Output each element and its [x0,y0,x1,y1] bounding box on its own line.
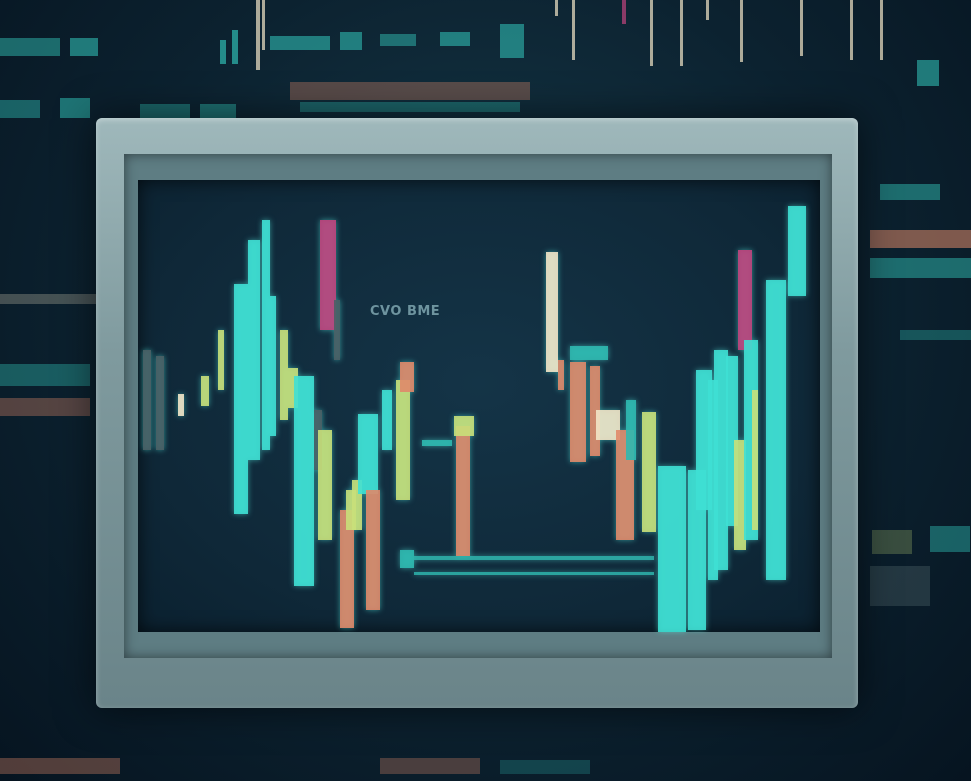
screen-bar [558,360,564,390]
screen-bar [358,414,378,494]
background-block [0,364,90,386]
background-tick [622,0,626,24]
screen-bar [400,550,414,568]
monitor-screen: CVO BME [138,180,820,632]
screen-bar [400,362,414,392]
background-tick [800,0,803,56]
background-tick [232,30,238,64]
background-block [340,32,362,50]
background-block [870,258,971,278]
monitor: CVO BME [96,118,858,708]
screen-bar [642,412,656,532]
background-block [140,104,190,118]
background-block [930,526,970,552]
screen-bar [570,346,608,360]
screen-bar [734,440,746,550]
background-tick [740,0,743,62]
screen-bar [294,376,314,586]
screen-chart-svg [143,206,806,632]
screen-bar [590,366,600,456]
background-block [0,294,100,304]
screen-bar [766,280,786,580]
screen-bar [396,380,410,500]
background-block [870,230,971,248]
background-block [500,760,590,774]
screen-bar [382,390,392,450]
screen-bar [456,426,470,556]
screen-bar [288,368,298,408]
background-block [290,82,530,100]
screen-bar [454,416,474,436]
background-block [0,398,90,416]
background-block [0,38,60,56]
monitor-bezel: CVO BME [124,154,832,658]
screen-bar [788,206,806,296]
background-block [60,98,90,118]
background-tick [256,0,260,70]
background-tick [850,0,853,60]
background-block [70,38,98,56]
background-block [0,758,120,774]
background-block [380,758,480,774]
screen-label: CVO BME [370,304,441,319]
screen-bar [178,394,184,416]
screen-bar [320,220,336,330]
screen-bar [708,380,718,580]
screen-bar [143,350,151,450]
screen-bars [143,206,806,632]
screen-bar [201,376,209,406]
screen-line [414,572,654,575]
background-block [0,100,40,118]
screen-bar [658,466,686,632]
background-tick [706,0,709,20]
screen-bar [626,400,636,460]
background-block [880,184,940,200]
screen-bar [346,490,356,530]
background-tick [880,0,883,60]
background-tick [220,40,226,64]
screen-bar [546,252,558,372]
background-tick [572,0,575,60]
screen-bar [234,284,248,514]
background-block [440,32,470,46]
screen-bar [752,390,758,530]
screen-bar [714,350,728,570]
background-block [270,36,330,50]
screen-bar [280,330,288,420]
screen-bar [738,250,752,350]
screen-bar [248,240,260,460]
background-tick [555,0,558,16]
screen-bar [262,220,270,450]
background-block [870,566,930,606]
background-tick [680,0,683,66]
screen-bar [570,362,586,462]
background-tick [650,0,653,66]
screen-bar [270,296,276,436]
background-block [872,530,912,554]
screen-bar [340,510,354,628]
screen-line [414,556,654,560]
background-block [380,34,416,46]
screen-bar [156,356,164,450]
background-block [200,104,236,118]
background-block [500,24,524,58]
screen-bar [352,480,362,530]
screen-bar [318,430,332,540]
screen-bar [422,440,452,446]
screen-bar [218,330,224,390]
screen-bar [366,490,380,610]
background-block [300,102,520,112]
background-block [900,330,971,340]
screen-bar [334,300,340,360]
background-tick [262,0,265,50]
background-block [917,60,939,86]
